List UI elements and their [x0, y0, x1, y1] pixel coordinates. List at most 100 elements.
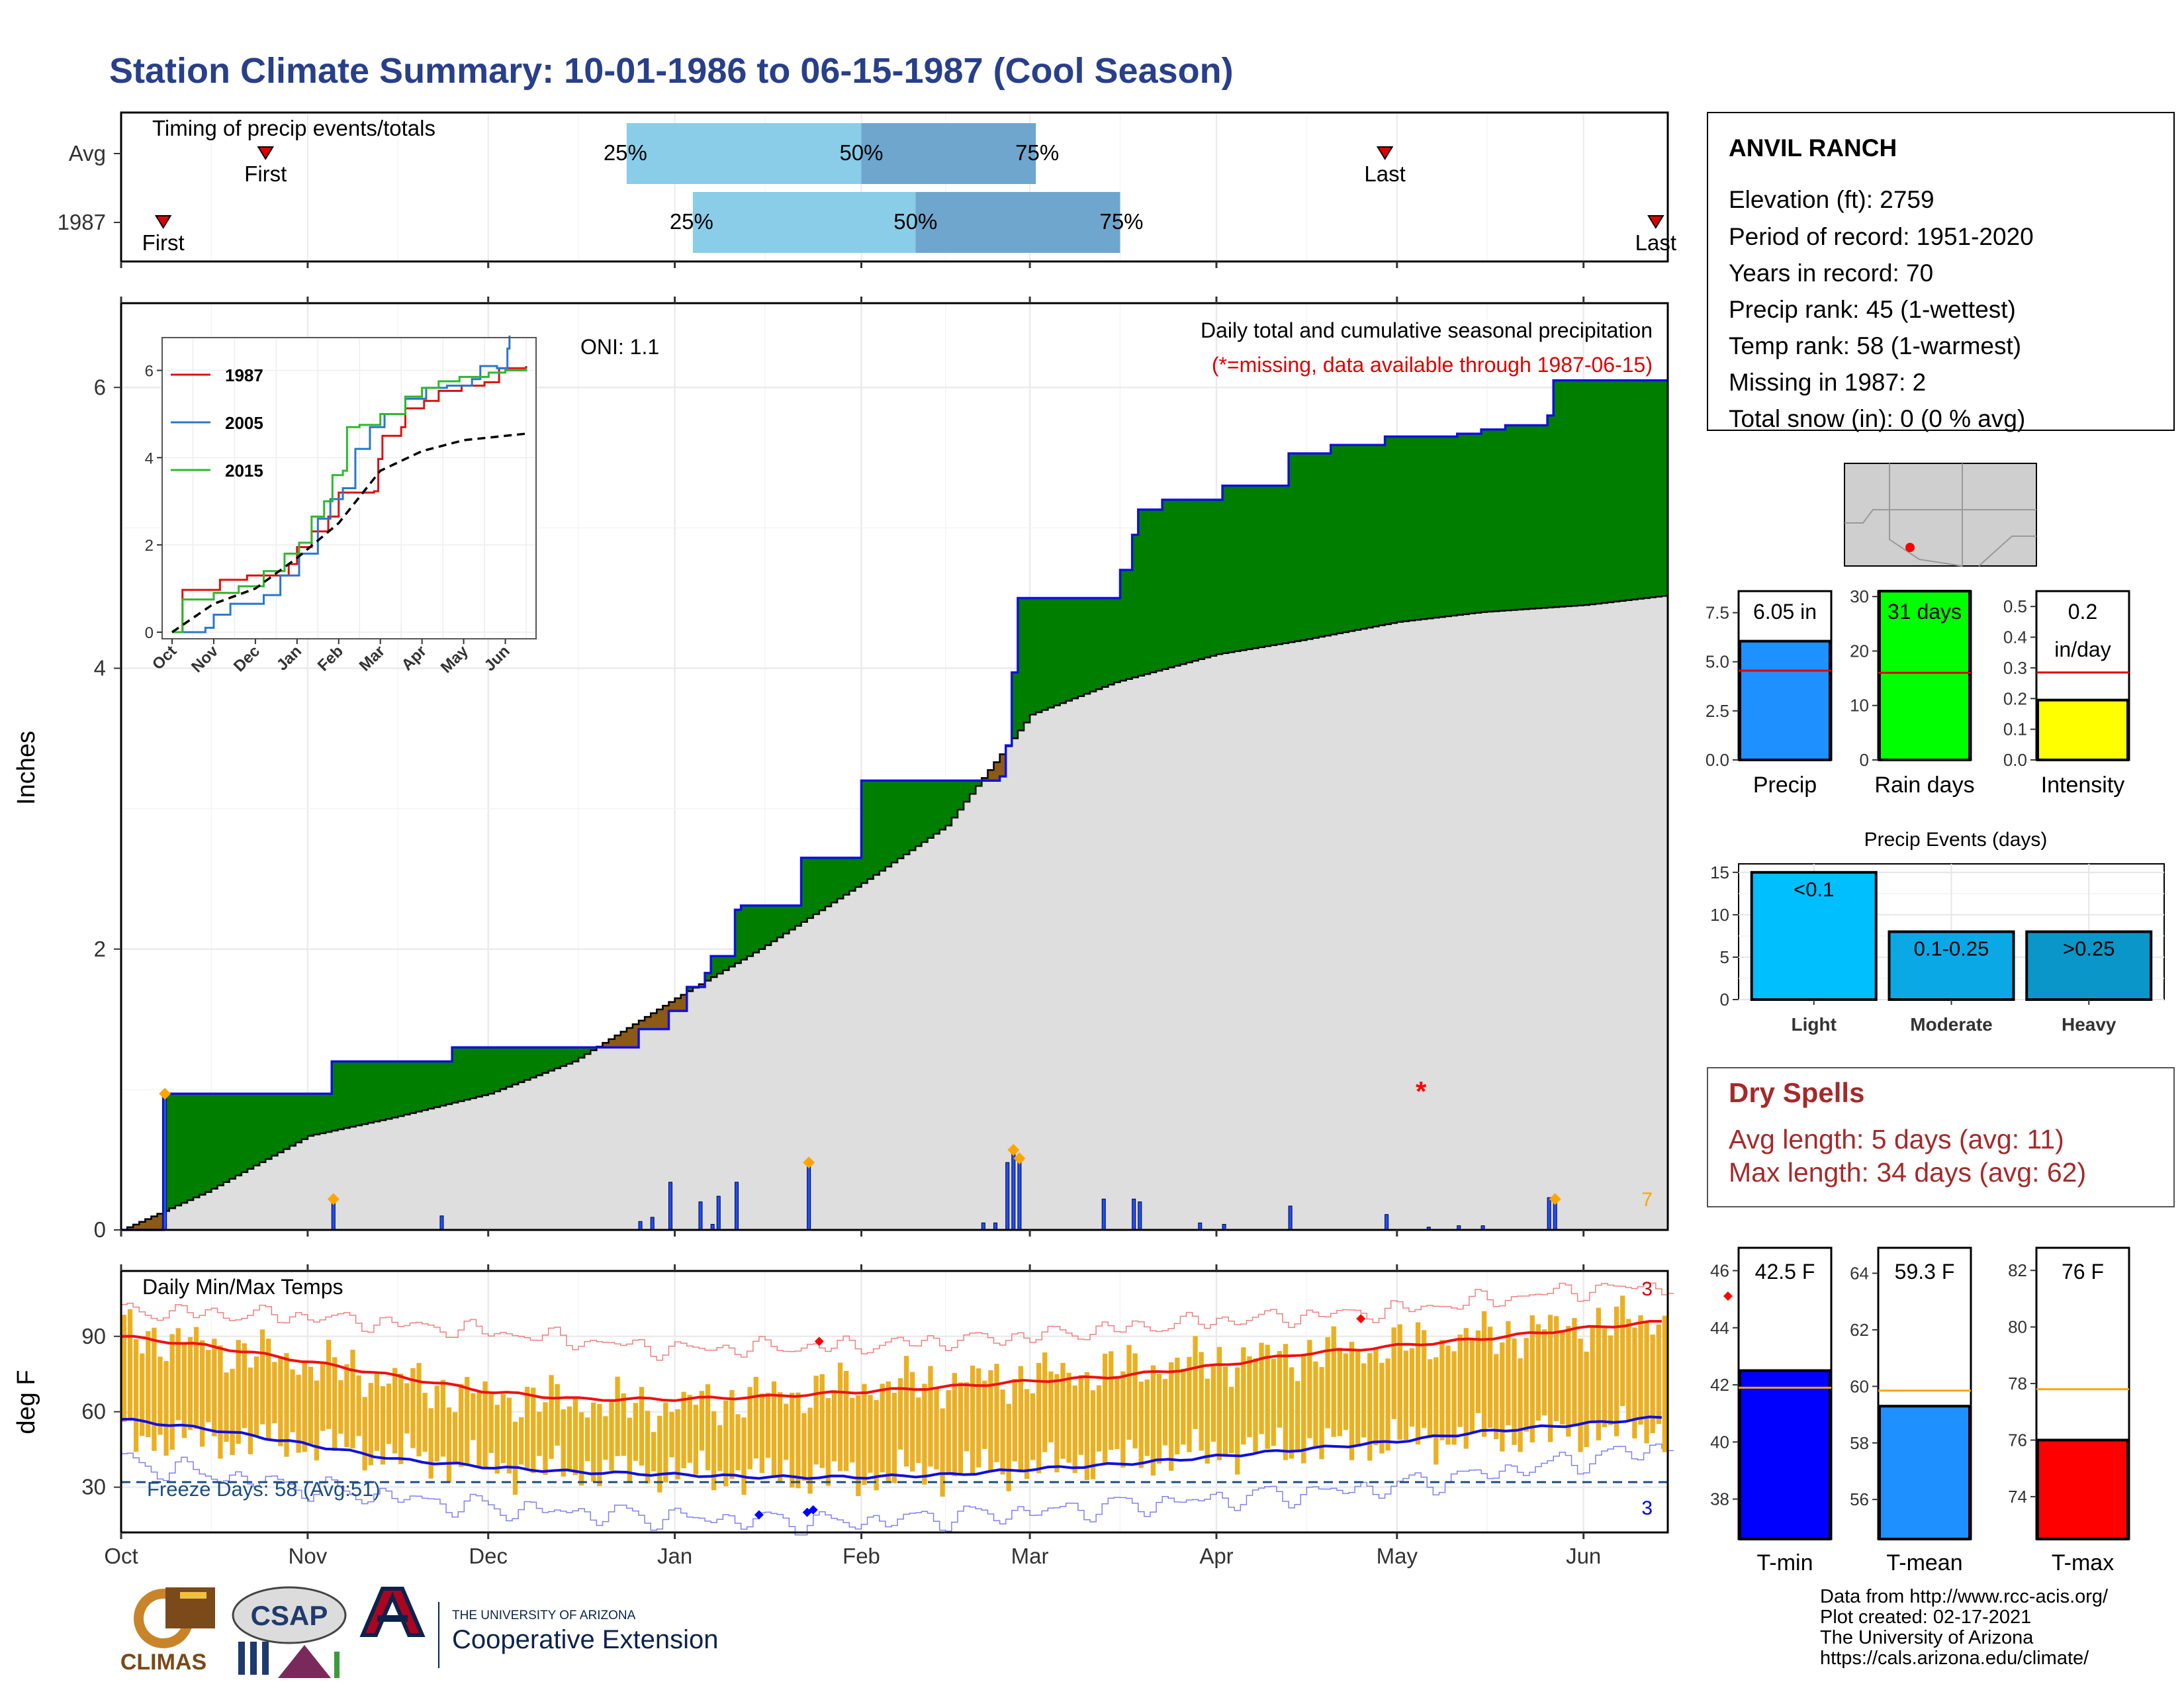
normal-precip-area-day — [1349, 631, 1355, 1230]
normal-precip-area-day — [578, 1057, 585, 1230]
normal-precip-area-day — [945, 825, 952, 1230]
daily-temp-bar — [964, 1382, 970, 1452]
normal-precip-area-day — [404, 1114, 411, 1230]
precip-surplus-day — [1306, 453, 1314, 639]
daily-temp-bar — [1289, 1367, 1295, 1459]
normal-precip-area-day — [211, 1188, 218, 1230]
normal-precip-area-day — [993, 780, 1001, 1230]
precip-surplus-day — [338, 1061, 345, 1130]
normal-precip-area-day — [265, 1158, 272, 1230]
normal-precip-area-day — [1071, 698, 1079, 1230]
temp-ytick-label-1: 60 — [81, 1399, 106, 1424]
daily-temp-bar — [1307, 1340, 1312, 1438]
daily-temp-bar — [152, 1327, 157, 1451]
daily-temp-bar — [1500, 1342, 1505, 1452]
station-elevation: Elevation (ft): 2759 — [1729, 186, 1934, 213]
normal-precip-area-day — [1427, 618, 1433, 1230]
normal-precip-area-day — [542, 1072, 549, 1230]
precip-surplus-day — [831, 857, 838, 903]
normal-precip-area-day — [386, 1119, 392, 1230]
normal-precip-area-day — [1661, 596, 1668, 1230]
daily-temp-bar — [374, 1374, 380, 1451]
normal-precip-area-day — [861, 883, 868, 1230]
precip-surplus-day — [867, 780, 874, 879]
station-precip-rank: Precip rank: 45 (1-wettest) — [1729, 296, 2016, 323]
normal-precip-area-day — [1017, 730, 1024, 1230]
daily-temp-bar — [314, 1380, 320, 1461]
normal-precip-area-day — [313, 1134, 320, 1230]
normal-precip-area-day — [307, 1135, 314, 1230]
normal-precip-area-day — [1355, 630, 1361, 1230]
precip-surplus-day — [566, 1047, 573, 1064]
daily-temp-bar — [1421, 1330, 1427, 1429]
daily-temp-bar — [952, 1373, 957, 1476]
timing-panel: Timing of precip events/totals Avg 1987 … — [58, 111, 1676, 263]
daily-temp-bar — [175, 1328, 181, 1421]
normal-precip-area-day — [1553, 607, 1560, 1230]
normal-precip-area-day — [1415, 620, 1422, 1230]
normal-cumulative-line — [121, 595, 1669, 1231]
timing-y1987-q50-q75-bar — [915, 192, 1120, 253]
normal-precip-area-day — [1655, 596, 1662, 1230]
temp-bar-ytick-label-2-0: 74 — [2008, 1487, 2027, 1507]
precip-surplus-day — [386, 1061, 392, 1119]
normal-precip-area-day — [1306, 639, 1314, 1230]
precip-surplus-day — [289, 1094, 296, 1146]
normal-precip-area-day — [729, 966, 736, 1230]
daily-temp-bar — [488, 1393, 494, 1454]
normal-precip-area-day — [1054, 705, 1061, 1230]
daily-temp-bar — [200, 1340, 205, 1447]
precip-events-title: Precip Events (days) — [1864, 829, 2048, 851]
daily-temp-bar — [1319, 1367, 1324, 1460]
daily-temp-bar — [1409, 1348, 1415, 1427]
precip-surplus-day — [764, 906, 772, 945]
daily-temp-bar — [525, 1387, 530, 1469]
climas-logo: CLIMAS — [120, 1587, 215, 1675]
oni-label: ONI: 1.1 — [580, 335, 659, 359]
daily-temp-bar — [1024, 1389, 1030, 1479]
normal-precip-area-day — [271, 1155, 279, 1230]
precip-surplus-day — [686, 987, 694, 992]
station-snow: Total snow (in): 0 (0 % avg) — [1729, 405, 2025, 432]
daily-temp-bar — [1271, 1358, 1276, 1446]
normal-precip-area-day — [584, 1054, 591, 1230]
daily-temp-bar — [471, 1393, 476, 1440]
normal-precip-area-day — [867, 878, 874, 1230]
daily-precip-max-marker-5 — [1549, 1193, 1561, 1205]
normal-precip-area-day — [789, 929, 796, 1230]
precip-surplus-day — [921, 780, 929, 842]
inset-legend-1987: 1987 — [225, 365, 263, 385]
daily-temp-bar — [1602, 1328, 1608, 1428]
month-label-2: Dec — [469, 1544, 508, 1568]
precip-surplus-day — [885, 780, 892, 867]
daily-temp-bar — [434, 1385, 439, 1462]
temp-bar-group-t-max: 76 F 74 76 78 80 82 T-max — [2008, 1246, 2130, 1575]
daily-temp-bar — [609, 1399, 614, 1471]
daily-temp-bar — [1475, 1330, 1481, 1413]
daily-temp-bar — [187, 1336, 193, 1430]
daily-temp-bar — [127, 1309, 133, 1419]
precip-surplus-day — [223, 1094, 230, 1182]
credit-line-3: The University of Arizona — [1820, 1627, 2034, 1648]
precip-surplus-day — [1565, 380, 1572, 606]
precip-surplus-day — [1571, 380, 1578, 606]
normal-precip-area-day — [560, 1066, 567, 1230]
summary-bar-value-2: 0.2 — [2068, 600, 2097, 624]
temp-panel: deg F 30 60 90 Oct Nov Dec Jan Feb Mar Apr May Jun… — [13, 1264, 1733, 1568]
daily-temp-bar — [621, 1393, 626, 1456]
normal-precip-area-day — [879, 870, 886, 1230]
daily-temp-bar — [880, 1383, 885, 1473]
precip-surplus-day — [1162, 499, 1169, 669]
credit-line-1: Data from http://www.rcc-acis.org/ — [1820, 1586, 2109, 1607]
precip-surplus-day — [1349, 445, 1355, 632]
normal-precip-area-day — [1608, 602, 1614, 1230]
precip-surplus-day — [1300, 453, 1307, 641]
record-high-marker-2 — [1723, 1291, 1733, 1301]
normal-precip-area-day — [1324, 635, 1332, 1230]
normal-precip-area-day — [632, 1047, 639, 1230]
temp-summary-bars: 42.5 F 38 40 42 44 46 T-min 59.3 F 56 58 60 62 64 T-m… — [1710, 1246, 2130, 1575]
normal-precip-area-day — [500, 1089, 507, 1230]
normal-precip-area-day — [320, 1133, 326, 1230]
month-label-4: Feb — [842, 1544, 880, 1568]
daily-temp-bar — [1241, 1347, 1246, 1445]
